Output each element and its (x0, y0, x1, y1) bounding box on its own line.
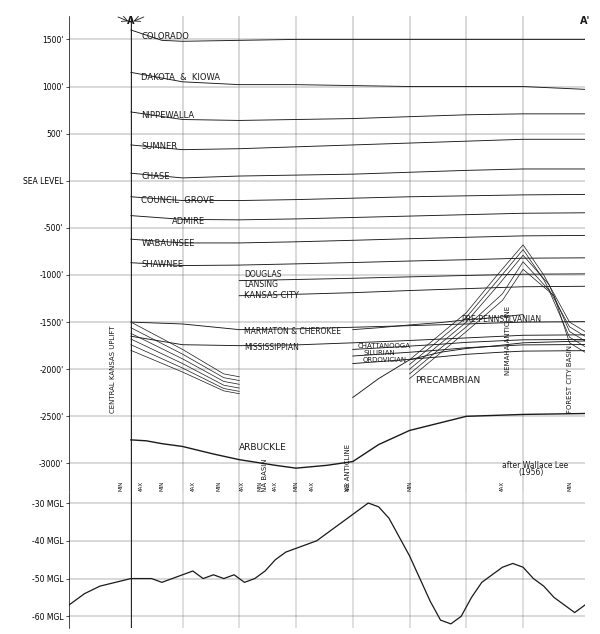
Text: MAX: MAX (139, 481, 144, 493)
Text: MISSISSIPPIAN: MISSISSIPPIAN (244, 342, 299, 352)
Text: ORDOVICIAN: ORDOVICIAN (363, 357, 407, 363)
Text: WABAUNSEE: WABAUNSEE (141, 239, 194, 248)
Text: ABILENE ANTICLINE: ABILENE ANTICLINE (344, 444, 350, 512)
Text: MIN: MIN (257, 481, 262, 491)
Text: MIN: MIN (118, 481, 123, 491)
Text: PRECAMBRIAN: PRECAMBRIAN (415, 376, 480, 385)
Text: DOUGLAS
LANSING: DOUGLAS LANSING (244, 270, 282, 289)
Text: COLORADO: COLORADO (141, 32, 189, 41)
Text: MAX: MAX (345, 481, 350, 493)
Text: A': A' (580, 16, 590, 25)
Text: MAX: MAX (309, 481, 314, 493)
Text: SALINA BASIN: SALINA BASIN (262, 458, 268, 507)
Text: MAX: MAX (500, 481, 505, 493)
Text: MARMATON & CHEROKEE: MARMATON & CHEROKEE (244, 327, 341, 335)
Text: MIN: MIN (407, 481, 412, 491)
Text: SHAWNEE: SHAWNEE (141, 261, 183, 269)
Text: ADMIRE: ADMIRE (172, 217, 205, 226)
Text: DAKOTA  &  KIOWA: DAKOTA & KIOWA (141, 73, 220, 82)
Text: SILURIAN: SILURIAN (363, 350, 395, 356)
Text: (1956): (1956) (518, 469, 543, 477)
Text: SUMNER: SUMNER (141, 142, 178, 152)
Text: MIN: MIN (216, 481, 221, 491)
Text: MIN: MIN (160, 481, 164, 491)
Text: MIN: MIN (293, 481, 299, 491)
Text: ARBUCKLE: ARBUCKLE (239, 443, 287, 452)
Text: NIPPEWALLA: NIPPEWALLA (141, 111, 194, 120)
Text: FOREST CITY BASIN: FOREST CITY BASIN (566, 345, 572, 413)
Text: CHATTANOOGA: CHATTANOOGA (358, 343, 411, 349)
Text: CENTRAL KANSAS UPLIFT: CENTRAL KANSAS UPLIFT (110, 325, 116, 413)
Text: NEMAHA ANTICLINE: NEMAHA ANTICLINE (505, 306, 511, 375)
Text: A: A (127, 16, 134, 25)
Text: CHASE: CHASE (141, 172, 170, 181)
Text: MAX: MAX (190, 481, 196, 493)
Text: KANSAS CITY: KANSAS CITY (244, 291, 299, 301)
Text: PRE-PENNSYLVANIAN: PRE-PENNSYLVANIAN (461, 314, 541, 324)
Text: MAX: MAX (273, 481, 278, 493)
Text: MAX: MAX (239, 481, 244, 493)
Text: after Wallace Lee: after Wallace Lee (502, 461, 569, 470)
Text: MIN: MIN (567, 481, 572, 491)
Text: COUNCIL  GROVE: COUNCIL GROVE (141, 195, 214, 205)
